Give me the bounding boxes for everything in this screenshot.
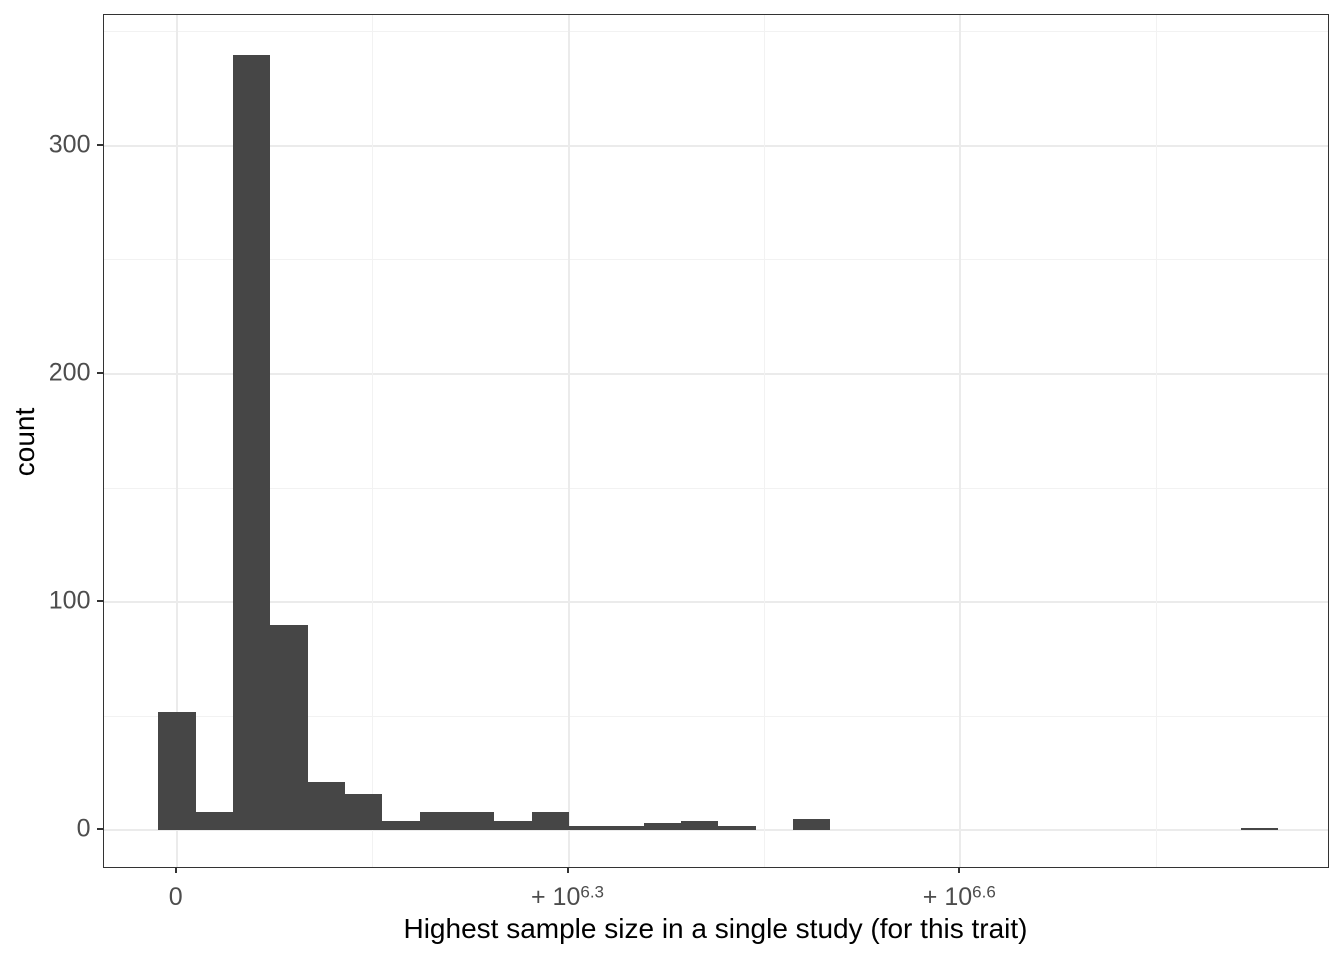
gridline-major-horizontal [103,829,1328,832]
x-axis-tick-label: 0 [168,882,183,911]
gridline-major-vertical [175,15,178,867]
x-axis-tick-label: + 106.3 [531,881,604,911]
gridline-major-horizontal [103,144,1328,147]
y-axis-tick [97,600,103,603]
y-axis-tick [97,143,103,146]
histogram-bar [307,782,345,831]
histogram-bar [718,825,756,831]
histogram-bar [270,624,308,831]
gridline-minor-horizontal [103,715,1328,717]
y-axis-title: count [9,408,40,477]
y-axis-tick-label: 0 [76,814,91,843]
histogram-bar [419,812,457,831]
y-axis-tick [97,828,103,831]
histogram-bar [568,825,607,831]
y-axis-tick-label: 300 [48,130,91,159]
gridline-major-vertical [959,15,962,867]
plot-panel [102,14,1329,868]
x-axis-tick [174,867,177,873]
histogram-bar [792,818,831,831]
histogram-bar [382,821,420,831]
y-axis-tick-label: 200 [48,358,91,387]
histogram-bar [494,821,532,831]
y-axis-tick [97,371,103,374]
gridline-minor-vertical [764,15,765,867]
x-axis-tick-label: + 106.6 [922,881,996,911]
gridline-major-horizontal [103,372,1328,375]
gridline-minor-horizontal [103,487,1328,489]
gridline-major-vertical [567,15,570,867]
x-axis-title: Highest sample size in a single study (f… [403,913,1028,944]
gridline-minor-vertical [1155,15,1157,867]
histogram-bar [643,823,681,831]
histogram-bar [680,821,719,831]
histogram-bar [158,711,196,831]
histogram-bar [344,793,383,831]
histogram-bar [1240,828,1279,831]
x-axis-tick [566,867,569,873]
x-axis-tick [958,867,961,873]
histogram-bar [606,825,644,831]
histogram-bar [531,812,569,831]
histogram-bar [195,812,233,831]
gridline-minor-vertical [372,15,374,867]
y-axis-tick-label: 100 [48,586,91,615]
gridline-minor-horizontal [103,31,1328,33]
histogram-bar [232,54,271,831]
histogram-bar [456,812,495,831]
gridline-minor-horizontal [103,259,1328,261]
gridline-major-horizontal [103,601,1328,604]
